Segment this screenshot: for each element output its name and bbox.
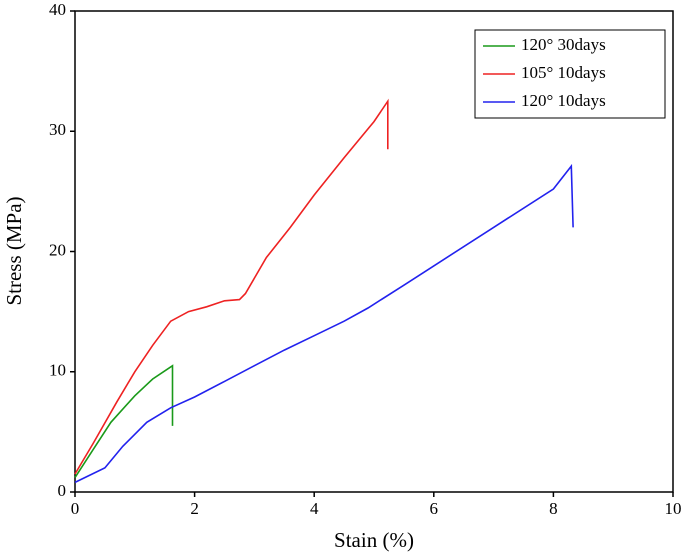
y-tick-label: 20 [49,240,66,259]
legend-label: 105° 10days [521,63,606,82]
line [74,364,174,479]
x-tick-label: 10 [665,499,682,518]
x-tick-label: 8 [549,499,558,518]
x-tick-label: 0 [71,499,80,518]
y-axis-label: Stress (MPa) [2,196,26,305]
x-tick-label: 2 [190,499,199,518]
y-tick-label: 40 [49,0,66,19]
line [74,163,574,484]
x-tick-label: 6 [430,499,439,518]
x-tick-label: 4 [310,499,319,518]
y-tick-label: 30 [49,120,66,139]
line [74,98,389,475]
legend-label: 120° 10days [521,91,606,110]
x-axis-label: Stain (%) [334,528,414,552]
y-tick-label: 10 [49,361,66,380]
legend-label: 120° 30days [521,35,606,54]
y-tick-label: 0 [58,481,67,500]
